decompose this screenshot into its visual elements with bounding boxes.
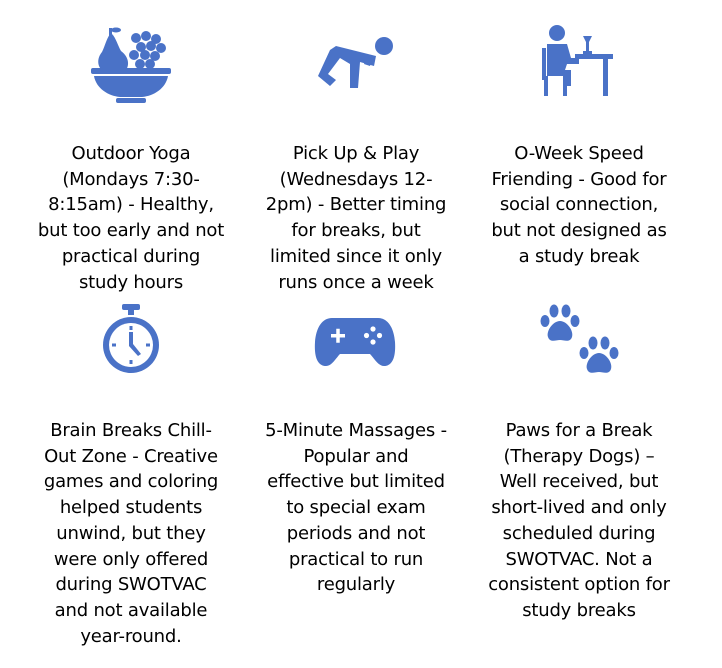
activity-caption: Outdoor Yoga (Mondays 7:30- 8:15am) - He…: [37, 143, 225, 293]
activity-caption: 5-Minute Massages - Popular and effectiv…: [265, 420, 447, 596]
activity-caption: Brain Breaks Chill- Out Zone - Creative …: [43, 420, 219, 647]
activity-caption: Pick Up & Play (Wednesdays 12- 2pm) - Be…: [265, 143, 447, 293]
activity-caption: O-Week Speed Friending - Good for social…: [491, 143, 667, 267]
game-controller-icon: [314, 318, 396, 366]
person-at-table-icon: [542, 25, 613, 96]
crawling-person-icon: [318, 37, 393, 88]
stopwatch-icon: [103, 304, 159, 373]
activity-caption: Paws for a Break (Therapy Dogs) – Well r…: [488, 420, 670, 621]
fruit-bowl-icon: [91, 27, 171, 103]
paw-prints-icon: [540, 304, 619, 373]
